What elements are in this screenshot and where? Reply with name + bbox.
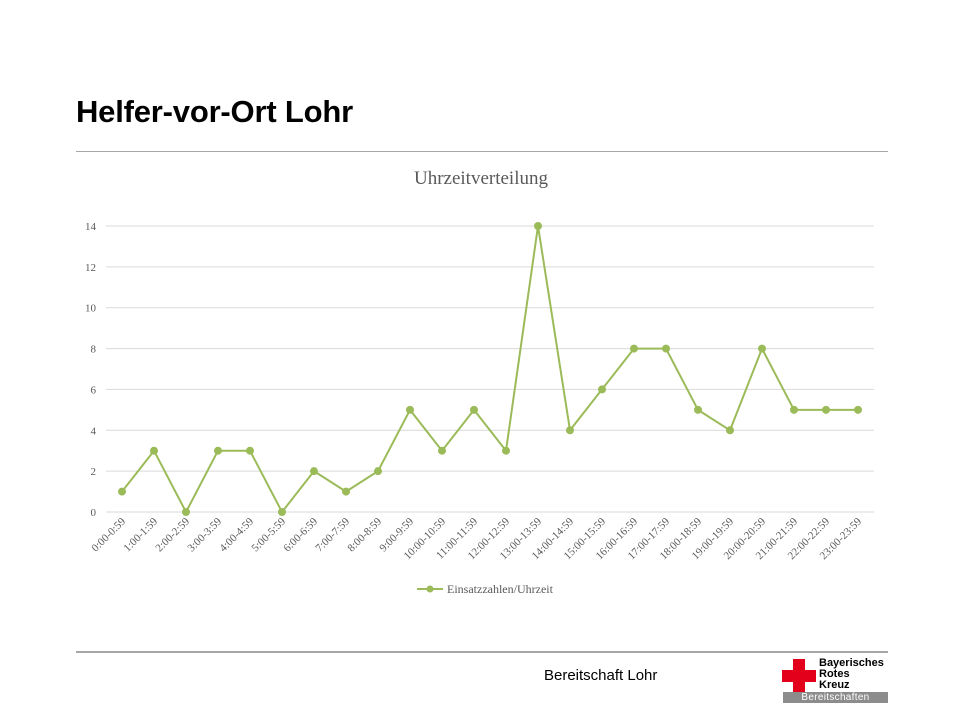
y-tick-label: 10 bbox=[85, 303, 97, 315]
y-tick-label: 12 bbox=[85, 262, 96, 274]
data-point bbox=[598, 385, 606, 394]
red-cross-icon bbox=[782, 659, 816, 693]
data-point bbox=[278, 508, 286, 516]
x-tick-label: 5:00-5:59 bbox=[249, 515, 288, 554]
y-tick-label: 8 bbox=[91, 344, 97, 356]
legend-label: Einsatzzahlen/Uhrzeit bbox=[447, 582, 554, 596]
x-tick-label: 4:00-4:59 bbox=[217, 515, 256, 554]
data-point bbox=[438, 446, 446, 455]
footer-text: Bereitschaft Lohr bbox=[544, 667, 658, 684]
data-point bbox=[502, 446, 510, 455]
data-point bbox=[118, 487, 126, 496]
data-point bbox=[310, 467, 318, 476]
y-tick-label: 0 bbox=[91, 507, 97, 519]
data-point bbox=[342, 487, 350, 496]
data-point bbox=[790, 405, 798, 414]
line-chart: Uhrzeitverteilung 0 2 4 6 8 10 12 14 0:00-0:591:0… bbox=[85, 168, 874, 596]
data-point bbox=[470, 405, 478, 414]
x-tick-label: 8:00-8:59 bbox=[345, 515, 384, 554]
slide-title: Helfer-vor-Ort Lohr bbox=[76, 94, 353, 129]
data-point bbox=[854, 405, 862, 414]
brk-logo: Bayerisches Rotes Kreuz Bereitschaften bbox=[782, 658, 890, 704]
x-tick-label: 0:00-0:59 bbox=[89, 515, 128, 554]
logo-line-3: Kreuz bbox=[819, 679, 850, 691]
y-tick-label: 14 bbox=[85, 221, 97, 233]
logo-text: Bayerisches Rotes Kreuz bbox=[819, 658, 884, 691]
data-point bbox=[182, 508, 190, 516]
x-tick-label: 1:00-1:59 bbox=[121, 515, 160, 554]
chart-title: Uhrzeitverteilung bbox=[414, 168, 549, 189]
title-divider bbox=[76, 151, 888, 152]
data-point bbox=[406, 405, 414, 414]
data-point bbox=[662, 344, 670, 353]
series-line bbox=[121, 225, 858, 513]
x-tick-label: 2:00-2:59 bbox=[153, 515, 192, 554]
logo-line-2: Rotes bbox=[819, 668, 850, 680]
data-point bbox=[246, 446, 254, 455]
x-tick-label: 6:00-6:59 bbox=[281, 515, 320, 554]
x-tick-label: 7:00-7:59 bbox=[313, 515, 352, 554]
legend-marker bbox=[426, 585, 434, 593]
data-point bbox=[758, 344, 766, 353]
y-tick-label: 6 bbox=[91, 384, 97, 396]
data-point bbox=[374, 467, 382, 476]
x-tick-label: 3:00-3:59 bbox=[185, 515, 224, 554]
data-point bbox=[822, 405, 830, 414]
data-point bbox=[694, 405, 702, 414]
logo-band: Bereitschaften bbox=[783, 692, 888, 703]
data-point bbox=[726, 426, 734, 435]
data-point bbox=[214, 446, 222, 455]
footer-divider bbox=[76, 651, 888, 653]
y-tick-label: 2 bbox=[91, 466, 97, 478]
data-point bbox=[566, 426, 574, 435]
data-point bbox=[630, 344, 638, 353]
y-tick-label: 4 bbox=[91, 425, 97, 437]
logo-line-1: Bayerisches bbox=[819, 657, 884, 669]
data-point bbox=[534, 222, 542, 230]
data-point bbox=[150, 446, 158, 455]
